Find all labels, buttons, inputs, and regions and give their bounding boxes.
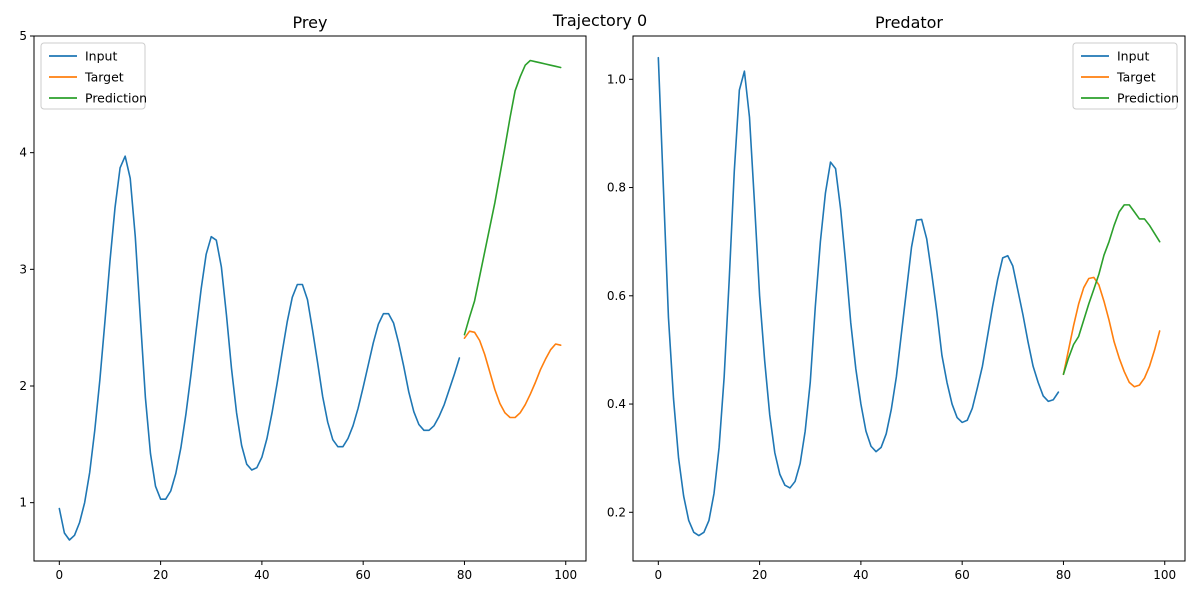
y-tick-label: 0.2	[607, 505, 626, 519]
legend: Input Target Prediction	[1072, 42, 1179, 110]
series-line-prediction	[463, 59, 562, 336]
y-tick-label: 0.4	[607, 397, 626, 411]
y-tick-label: 0.8	[607, 181, 626, 195]
y-tick-label: 1.0	[607, 72, 626, 86]
x-tick-label: 60	[955, 568, 970, 582]
x-tick-label: 20	[752, 568, 767, 582]
legend-label-target: Target	[1116, 70, 1156, 85]
x-tick-label: 80	[457, 568, 472, 582]
legend: Input Target Prediction	[40, 42, 147, 110]
x-tick-label: 40	[254, 568, 269, 582]
x-tick-label: 100	[1153, 568, 1176, 582]
y-tick-label: 4	[19, 146, 27, 160]
chart-title: Prey	[293, 13, 328, 32]
chart-title: Predator	[875, 13, 943, 32]
series-line-target	[1062, 276, 1161, 388]
chart-0: Prey 0 20 40 60 80 100 1 2 3 4 5 Input Target Predicti…	[19, 13, 587, 582]
y-tick-label: 1	[19, 496, 27, 510]
legend-label-prediction: Prediction	[1117, 91, 1179, 106]
y-tick-label: 5	[19, 29, 27, 43]
x-tick-label: 0	[655, 568, 663, 582]
axes-frame	[632, 35, 1186, 562]
series-line-input	[657, 56, 1060, 537]
legend-label-prediction: Prediction	[85, 91, 147, 106]
legend-label-target: Target	[84, 70, 124, 85]
series-line-target	[463, 330, 562, 419]
x-tick-label: 60	[356, 568, 371, 582]
plot-area	[58, 59, 562, 541]
legend-box	[40, 42, 146, 110]
y-tick-label: 3	[19, 262, 27, 276]
y-tick-label: 2	[19, 379, 27, 393]
x-tick-label: 40	[853, 568, 868, 582]
legend-label-input: Input	[85, 49, 117, 64]
figure-title: Trajectory 0	[552, 11, 647, 30]
legend-label-input: Input	[1117, 49, 1149, 64]
chart-1: Predator 0 20 40 60 80 100 0.2 0.4 0.6 0.8 1.0 Input…	[607, 13, 1186, 582]
legend-box	[1072, 42, 1178, 110]
x-tick-label: 0	[56, 568, 64, 582]
x-tick-label: 20	[153, 568, 168, 582]
y-tick-label: 0.6	[607, 289, 626, 303]
x-tick-label: 80	[1056, 568, 1071, 582]
axes-frame	[33, 35, 587, 562]
series-line-input	[58, 155, 461, 541]
plot-area	[657, 56, 1161, 537]
series-line-prediction	[1062, 204, 1161, 376]
x-tick-label: 100	[554, 568, 577, 582]
